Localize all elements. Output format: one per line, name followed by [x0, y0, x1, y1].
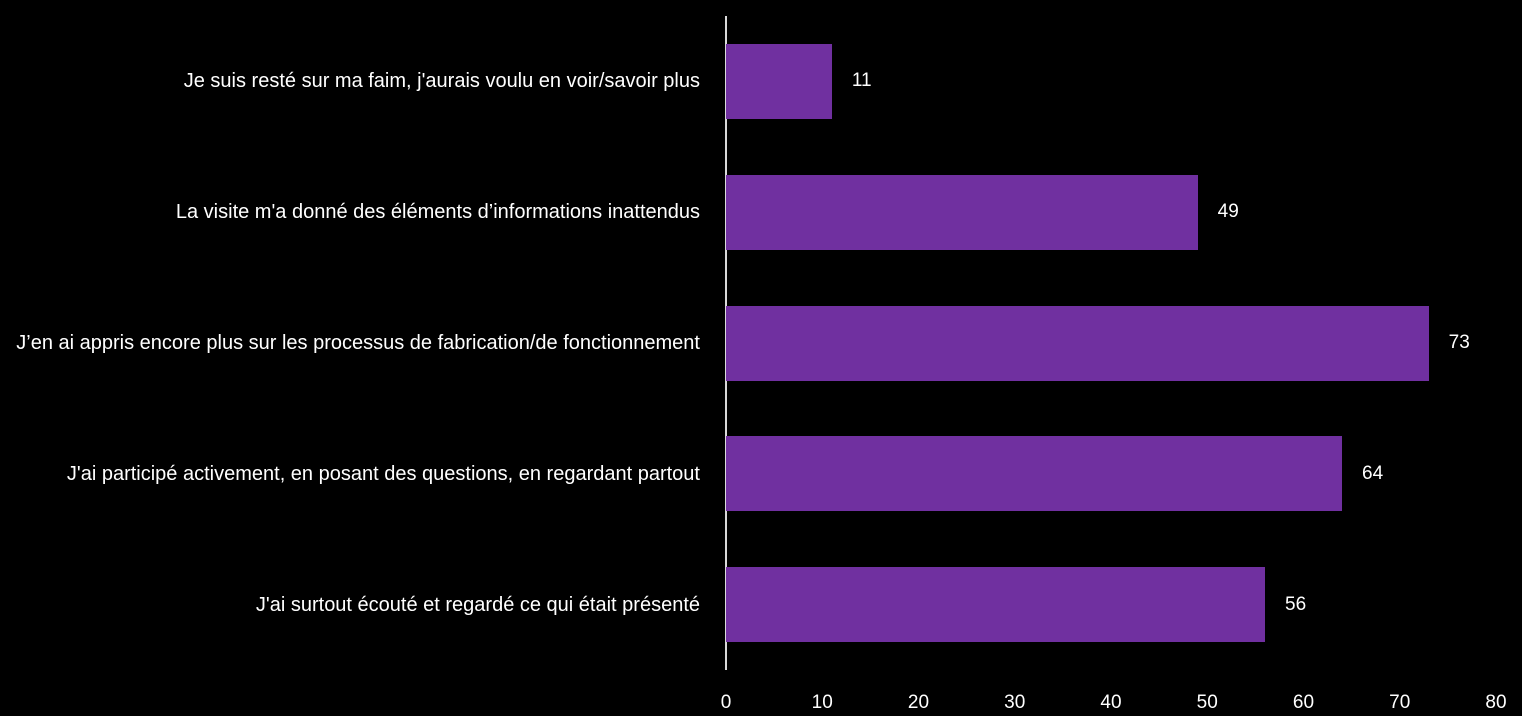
x-tick-label: 30 [1004, 692, 1026, 713]
category-label: La visite m'a donné des éléments d’infor… [175, 201, 700, 224]
x-tick-label: 10 [811, 692, 833, 713]
x-tick-label: 80 [1485, 692, 1507, 713]
x-tick-label: 60 [1292, 692, 1315, 713]
category-label: J’en ai appris encore plus sur les proce… [16, 332, 700, 354]
x-tick-label: 50 [1196, 692, 1218, 713]
value-label: 64 [1362, 462, 1384, 484]
value-label: 56 [1285, 593, 1307, 615]
category-label: J'ai surtout écouté et regardé ce qui ét… [255, 593, 700, 616]
value-label: 49 [1217, 201, 1239, 223]
bar [726, 305, 1429, 381]
value-label: 11 [851, 70, 872, 92]
x-tick-label: 0 [720, 692, 732, 713]
bar [726, 174, 1198, 250]
category-label: J'ai participé activement, en posant des… [66, 462, 700, 485]
value-label: 73 [1448, 332, 1470, 353]
bar [726, 436, 1342, 512]
x-tick-label: 40 [1100, 692, 1122, 713]
x-tick-label: 20 [907, 692, 930, 713]
category-label: Je suis resté sur ma faim, j'aurais voul… [183, 70, 700, 93]
x-tick-label: 70 [1389, 692, 1411, 713]
bar [726, 43, 832, 119]
bar [726, 567, 1265, 643]
